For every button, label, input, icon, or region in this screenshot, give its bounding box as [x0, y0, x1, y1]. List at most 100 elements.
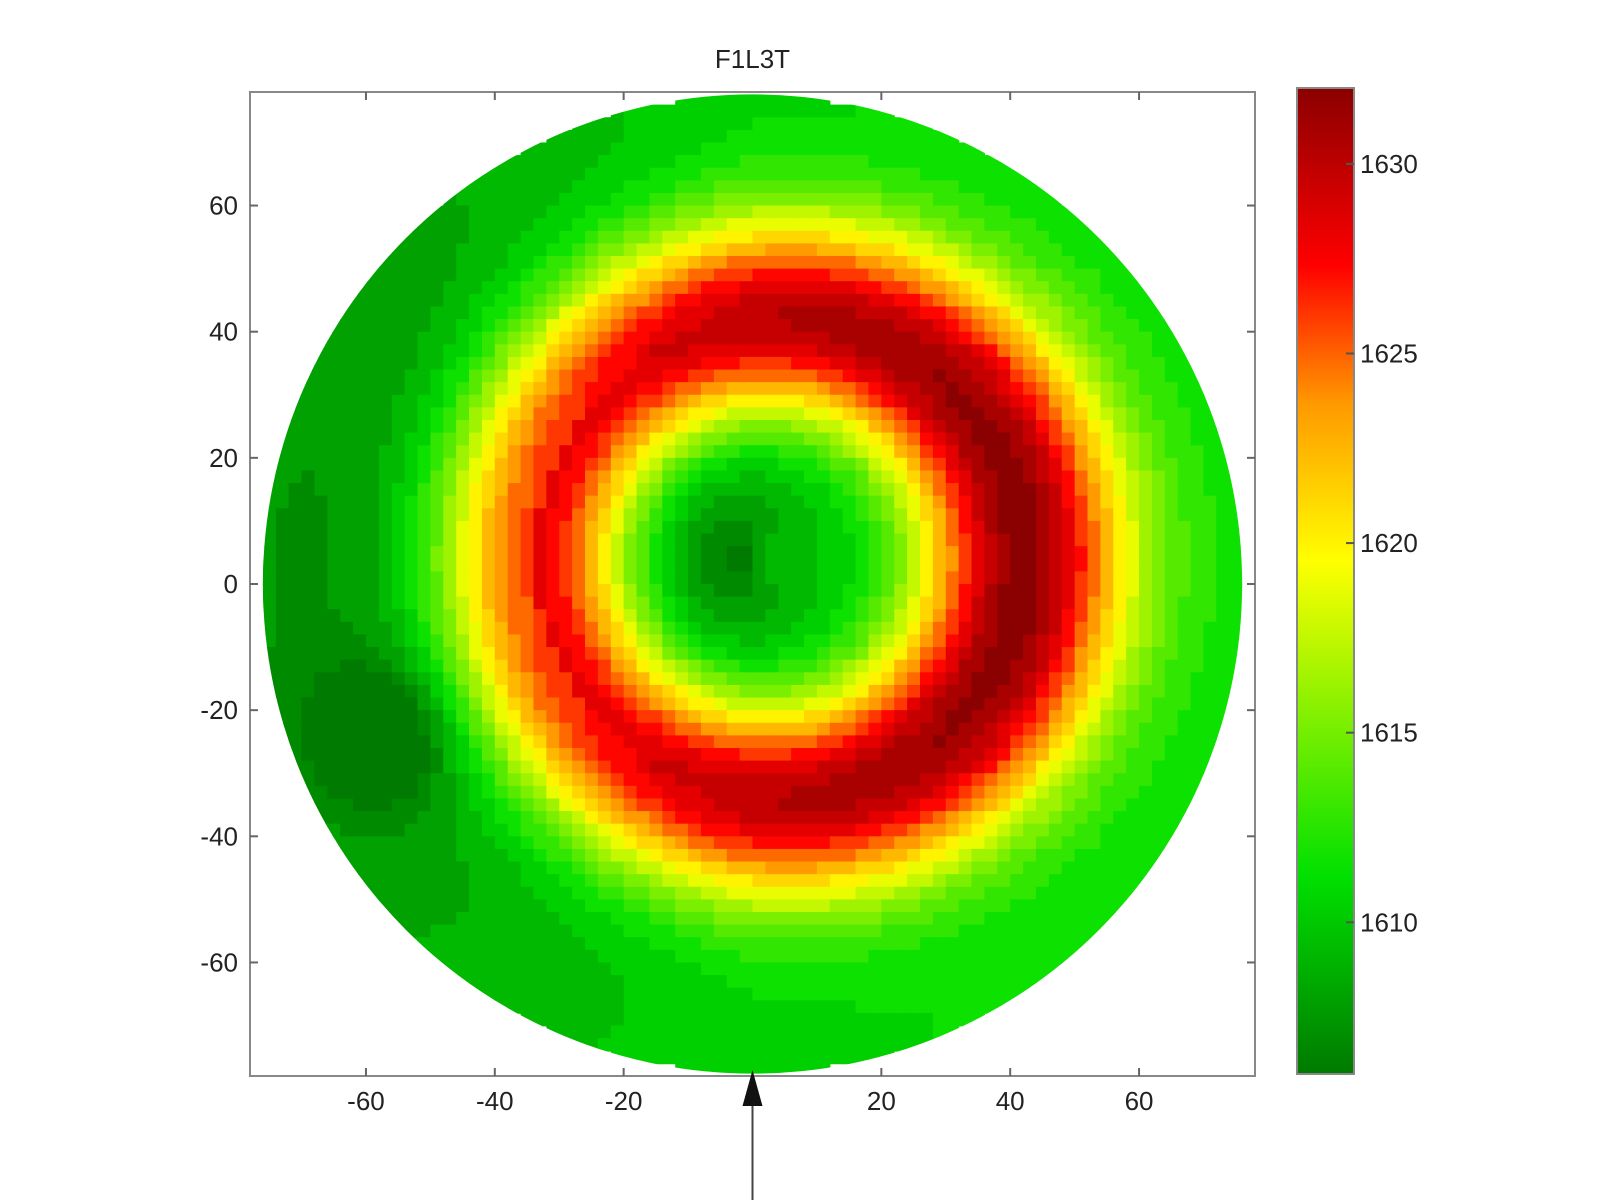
- field-cell: [907, 268, 921, 283]
- field-cell: [842, 129, 857, 144]
- field-cell: [636, 306, 651, 320]
- field-cell: [1023, 912, 1037, 926]
- field-cell: [816, 596, 831, 611]
- field-cell: [804, 1025, 818, 1040]
- field-cell: [262, 596, 264, 611]
- field-cell: [1048, 962, 1063, 976]
- field-cell: [752, 445, 766, 459]
- field-cell: [597, 420, 612, 434]
- field-cell: [365, 874, 380, 888]
- field-cell: [365, 483, 380, 497]
- field-cell: [636, 987, 651, 1002]
- field-cell: [456, 634, 470, 648]
- field-cell: [1139, 407, 1153, 421]
- field-cell: [945, 659, 960, 674]
- field-cell: [881, 735, 895, 749]
- field-cell: [430, 205, 444, 220]
- field-cell: [481, 218, 496, 232]
- field-cell: [1113, 697, 1127, 712]
- field-cell: [623, 899, 638, 913]
- field-cell: [971, 508, 986, 522]
- field-cell: [610, 760, 625, 775]
- field-cell: [829, 394, 844, 409]
- field-cell: [417, 735, 431, 749]
- field-cell: [1010, 571, 1024, 585]
- field-cell: [1061, 659, 1076, 674]
- field-cell: [391, 382, 406, 396]
- field-cell: [868, 104, 882, 119]
- field-cell: [958, 785, 973, 800]
- field-cell: [1177, 659, 1192, 674]
- field-cell: [1087, 432, 1101, 447]
- field-cell: [572, 609, 586, 623]
- field-cell: [791, 281, 805, 295]
- field-cell: [585, 420, 599, 434]
- field-cell: [1035, 672, 1050, 686]
- field-cell: [585, 180, 599, 194]
- field-cell: [1177, 584, 1192, 598]
- field-cell: [804, 558, 818, 573]
- field-cell: [572, 773, 586, 787]
- field-cell: [894, 659, 908, 674]
- field-cell: [816, 848, 831, 863]
- field-cell: [984, 647, 998, 661]
- field-cell: [1023, 987, 1037, 1002]
- field-cell: [1216, 584, 1230, 598]
- field-cell: [340, 306, 354, 320]
- field-cell: [675, 483, 689, 497]
- field-cell: [327, 722, 341, 737]
- field-cell: [1061, 432, 1076, 447]
- field-cell: [636, 331, 651, 346]
- field-cell: [469, 533, 483, 548]
- field-cell: [1010, 293, 1024, 308]
- field-cell: [456, 785, 470, 800]
- field-cell: [636, 470, 651, 484]
- field-cell: [829, 180, 844, 194]
- field-cell: [675, 546, 689, 560]
- field-cell: [920, 546, 934, 560]
- field-cell: [597, 899, 612, 913]
- field-cell: [868, 684, 882, 699]
- field-cell: [1164, 634, 1179, 648]
- field-cell: [520, 609, 535, 623]
- field-cell: [262, 634, 277, 648]
- field-cell: [778, 281, 792, 295]
- field-cell: [894, 975, 908, 989]
- field-cell: [1035, 848, 1050, 863]
- field-cell: [700, 293, 715, 308]
- field-cell: [778, 848, 792, 863]
- field-cell: [804, 533, 818, 548]
- field-cell: [855, 470, 870, 484]
- field-cell: [533, 155, 547, 169]
- field-cell: [649, 584, 663, 598]
- field-cell: [597, 382, 612, 396]
- field-cell: [597, 836, 612, 850]
- field-cell: [752, 117, 766, 131]
- field-cell: [894, 306, 908, 320]
- field-cell: [494, 773, 509, 787]
- field-cell: [417, 874, 431, 888]
- field-cell: [507, 268, 522, 283]
- field-cell: [391, 584, 406, 598]
- field-cell: [572, 710, 586, 724]
- field-cell: [327, 621, 341, 636]
- field-cell: [1087, 394, 1101, 409]
- field-cell: [572, 558, 586, 573]
- field-cell: [829, 584, 844, 598]
- field-cell: [700, 760, 715, 775]
- field-cell: [1048, 508, 1063, 522]
- field-cell: [481, 634, 496, 648]
- field-cell: [739, 659, 754, 674]
- field-cell: [1048, 937, 1063, 951]
- field-cell: [585, 508, 599, 522]
- field-cell: [842, 634, 857, 648]
- field-cell: [907, 508, 921, 522]
- field-cell: [1100, 621, 1114, 636]
- field-cell: [546, 129, 560, 144]
- field-cell: [1100, 356, 1114, 371]
- field-cell: [353, 647, 367, 661]
- field-cell: [1023, 369, 1037, 384]
- field-cell: [391, 344, 406, 358]
- field-cell: [971, 684, 986, 699]
- field-cell: [649, 621, 663, 636]
